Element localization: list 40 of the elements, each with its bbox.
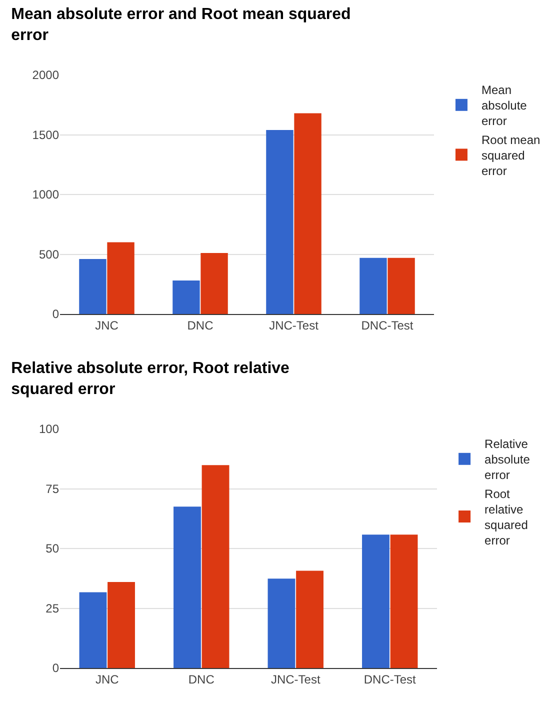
legend-label: Relative absolute error <box>484 436 530 482</box>
x-tick-label: DNC-Test <box>364 672 417 686</box>
bar <box>108 582 135 668</box>
bar <box>390 534 418 668</box>
x-tick-label: JNC-Test <box>270 672 321 686</box>
y-tick-label: 1500 <box>32 128 60 142</box>
bar <box>360 258 387 314</box>
bar <box>362 534 390 668</box>
y-tick-label: 0 <box>52 661 60 676</box>
chart-title: Relative absolute error, Root relative squared error <box>11 360 290 398</box>
bar <box>200 253 228 314</box>
bar <box>172 280 200 314</box>
y-tick-label: 100 <box>38 422 60 436</box>
bar <box>202 465 230 668</box>
bar <box>268 578 296 668</box>
y-tick-label: 1000 <box>32 188 60 202</box>
chart-title: Mean absolute error and Root mean squared error <box>11 6 351 44</box>
bar <box>79 259 106 314</box>
x-tick-label: DNC <box>187 318 214 332</box>
y-tick-label: 500 <box>38 247 60 262</box>
bar <box>296 570 324 668</box>
x-tick-label: JNC <box>95 318 119 332</box>
x-tick-label: DNC-Test <box>361 318 414 332</box>
bar <box>294 113 322 314</box>
bar <box>266 130 294 314</box>
y-tick-label: 75 <box>46 482 60 496</box>
x-tick-label: DNC <box>188 672 215 686</box>
legend-label: Root relative squared error <box>484 486 528 548</box>
y-tick-label: 25 <box>46 601 60 616</box>
y-tick-label: 2000 <box>32 68 60 82</box>
x-tick-label: JNC <box>95 672 120 686</box>
bar <box>79 592 107 668</box>
bar <box>388 258 415 314</box>
x-tick-label: JNC-Test <box>269 318 320 332</box>
legend-label: Root mean squared error <box>481 132 540 178</box>
y-tick-label: 50 <box>46 542 60 556</box>
y-tick-label: 0 <box>52 307 60 322</box>
bar <box>174 506 201 668</box>
legend-label: Mean absolute error <box>481 82 528 128</box>
bar <box>107 242 134 314</box>
